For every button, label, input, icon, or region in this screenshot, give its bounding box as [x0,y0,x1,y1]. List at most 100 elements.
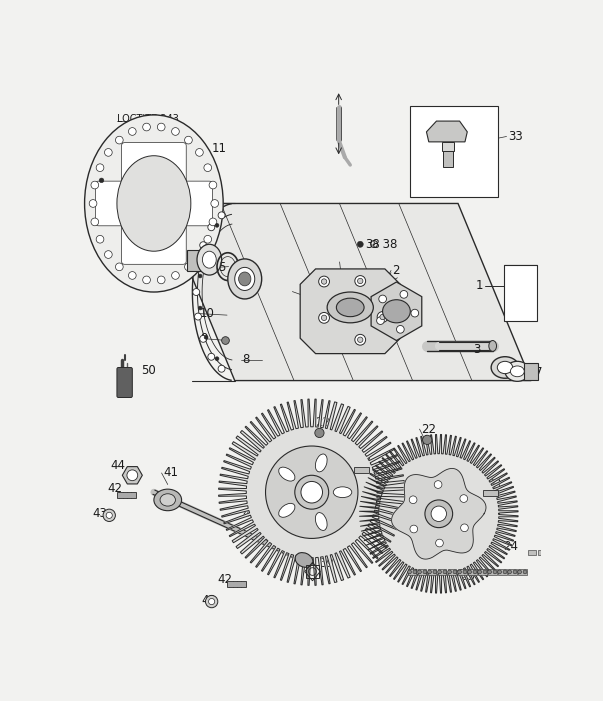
Text: 23: 23 [460,571,475,583]
Circle shape [128,271,136,279]
Bar [482,490,498,496]
Circle shape [460,495,467,503]
Bar [548,550,556,554]
Circle shape [195,149,203,156]
Circle shape [518,570,522,574]
Bar [418,569,426,575]
Ellipse shape [431,506,446,522]
Bar [409,106,498,196]
Circle shape [453,570,457,574]
Circle shape [503,570,507,574]
Circle shape [157,123,165,131]
Text: 33: 33 [508,130,523,143]
Bar [558,550,566,554]
Circle shape [204,335,208,339]
Circle shape [185,136,192,144]
Ellipse shape [425,500,453,528]
Bar [117,492,136,498]
Text: 10: 10 [513,308,528,318]
Circle shape [358,278,363,284]
Text: 24: 24 [504,540,519,552]
Bar [478,569,487,575]
Ellipse shape [228,259,262,299]
Text: 4: 4 [504,356,511,369]
Ellipse shape [491,357,519,379]
Text: 4: 4 [232,272,240,285]
Circle shape [357,241,364,247]
Circle shape [358,337,363,343]
Circle shape [493,570,497,574]
Text: 1: 1 [476,280,484,292]
Circle shape [488,570,491,574]
Circle shape [116,136,123,144]
Circle shape [104,251,112,259]
Text: 10: 10 [200,307,215,320]
Text: 3: 3 [473,343,481,356]
Text: ⊙ 38: ⊙ 38 [370,238,398,251]
Bar [518,569,526,575]
Ellipse shape [382,300,410,323]
Ellipse shape [117,156,191,251]
Bar [508,569,517,575]
Text: 5: 5 [218,261,225,274]
Ellipse shape [497,361,513,374]
Circle shape [355,334,365,345]
Text: 38: 38 [365,238,380,251]
Circle shape [211,200,218,207]
Polygon shape [162,203,531,381]
Circle shape [523,570,527,574]
Circle shape [321,315,327,320]
Circle shape [198,306,202,310]
Bar [524,363,538,380]
Text: 2: 2 [393,264,400,277]
Text: 39: 39 [320,557,334,569]
Circle shape [423,570,427,574]
Circle shape [89,200,97,207]
Bar [187,250,203,271]
Text: 21: 21 [488,478,503,491]
Ellipse shape [239,272,251,286]
Bar [438,569,446,575]
Circle shape [215,357,219,360]
Bar [488,569,496,575]
Text: 19: 19 [253,492,268,505]
Bar [458,569,467,575]
Circle shape [478,570,482,574]
Text: 44: 44 [110,458,125,472]
Text: 43: 43 [92,507,107,519]
Circle shape [318,276,329,287]
Circle shape [103,509,115,522]
Circle shape [218,212,225,219]
Circle shape [195,264,201,271]
Ellipse shape [265,446,358,538]
Circle shape [473,570,477,574]
Ellipse shape [301,482,323,503]
Bar [408,569,417,575]
Circle shape [318,313,329,323]
Polygon shape [371,282,421,341]
Circle shape [463,570,467,574]
Text: 22: 22 [421,423,436,435]
Circle shape [377,311,388,322]
Circle shape [222,336,229,344]
Circle shape [157,276,165,284]
Ellipse shape [336,298,364,317]
Bar [306,566,318,578]
Text: 2: 2 [517,267,524,277]
Text: 41: 41 [163,466,178,479]
Ellipse shape [510,366,524,376]
Circle shape [315,428,324,437]
Ellipse shape [235,267,254,290]
Ellipse shape [327,292,373,323]
Circle shape [513,570,517,574]
Circle shape [321,279,327,284]
Circle shape [143,276,150,284]
Circle shape [418,570,421,574]
Ellipse shape [127,470,137,481]
Circle shape [204,245,208,249]
Ellipse shape [279,503,295,517]
Circle shape [443,570,447,574]
Circle shape [96,236,104,243]
Circle shape [104,149,112,156]
Circle shape [200,335,207,342]
